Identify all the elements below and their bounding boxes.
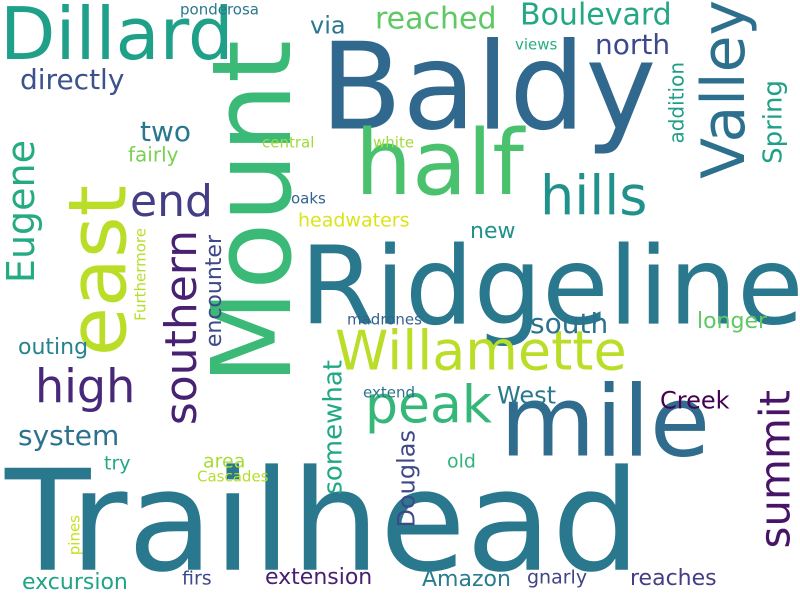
- cloud-word: somewhat: [318, 360, 348, 495]
- cloud-word: system: [18, 419, 119, 452]
- cloud-word: old: [447, 451, 476, 473]
- cloud-word: ponderosa: [180, 0, 259, 18]
- cloud-word: end: [130, 176, 213, 227]
- cloud-word: north: [595, 28, 670, 61]
- cloud-word: Valley: [689, 0, 759, 179]
- cloud-word: Creek: [660, 387, 730, 415]
- cloud-word: hills: [540, 164, 647, 227]
- cloud-word: views: [515, 35, 558, 53]
- cloud-word: mile: [500, 365, 710, 479]
- cloud-word: excursion: [22, 570, 128, 595]
- cloud-word: gnarly: [527, 567, 587, 589]
- cloud-word: Baldy: [320, 18, 656, 157]
- cloud-word: new: [470, 219, 515, 244]
- cloud-word: southern: [156, 230, 207, 425]
- cloud-word: longer: [697, 309, 768, 334]
- cloud-word: firs: [182, 568, 212, 590]
- cloud-word: white: [373, 133, 414, 151]
- cloud-word: try: [104, 453, 131, 475]
- cloud-word: pines: [65, 515, 83, 555]
- cloud-word: area: [203, 451, 245, 473]
- cloud-word: madrones: [347, 310, 422, 328]
- cloud-word: Eugene: [0, 140, 43, 283]
- cloud-word: two: [140, 115, 191, 148]
- cloud-word: Trailhead: [4, 441, 641, 600]
- cloud-word: east: [52, 185, 145, 356]
- cloud-word: Dillard: [0, 0, 234, 76]
- cloud-word: peak: [365, 376, 492, 436]
- cloud-word: Ridgeline: [300, 225, 800, 350]
- cloud-word: directly: [20, 63, 124, 96]
- cloud-word: fairly: [128, 142, 179, 166]
- cloud-word: extend: [363, 383, 415, 401]
- cloud-word: outing: [18, 335, 88, 360]
- cloud-word: central: [262, 133, 314, 151]
- cloud-word: Mount: [188, 40, 316, 385]
- cloud-word: Douglas: [393, 430, 421, 528]
- cloud-word: extension: [265, 565, 372, 590]
- cloud-word: reaches: [630, 566, 717, 591]
- cloud-word: half: [355, 111, 526, 216]
- cloud-word: Spring: [758, 80, 788, 164]
- cloud-word: West: [497, 382, 556, 410]
- cloud-word: Furthermore: [131, 228, 149, 321]
- cloud-word: high: [35, 360, 135, 414]
- cloud-word: oaks: [291, 189, 326, 207]
- cloud-word: reached: [375, 2, 497, 37]
- cloud-word: headwaters: [298, 210, 409, 232]
- cloud-word: Boulevard: [520, 0, 672, 33]
- cloud-word: addition: [664, 62, 688, 144]
- cloud-word: summit: [750, 390, 799, 548]
- cloud-word: encounter: [202, 234, 227, 347]
- cloud-word: south: [530, 307, 608, 340]
- cloud-word: Amazon: [422, 567, 511, 592]
- cloud-word: Willamette: [335, 319, 627, 382]
- cloud-word: via: [310, 12, 346, 40]
- cloud-word: Cascades: [197, 467, 269, 485]
